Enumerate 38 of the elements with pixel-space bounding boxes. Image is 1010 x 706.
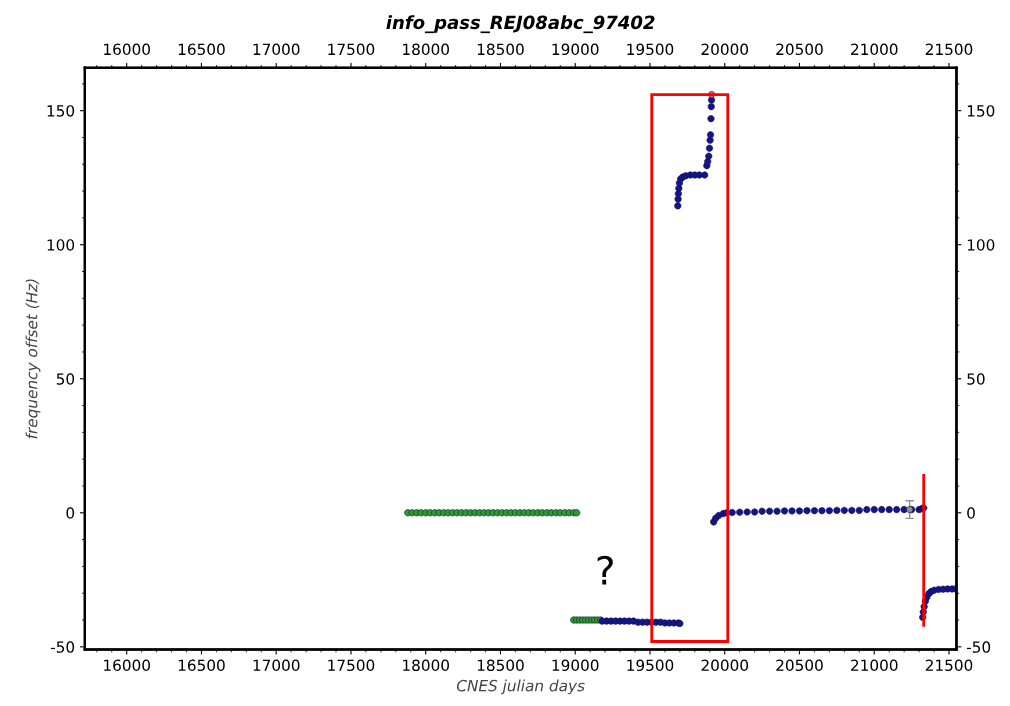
y-tick-label: 100 xyxy=(47,239,75,251)
x2-tick-label: 19500 xyxy=(627,43,674,56)
x-tick-label: 17000 xyxy=(253,659,300,672)
x-tick-label: 21000 xyxy=(851,659,898,672)
y2-tick-label: 150 xyxy=(967,105,995,117)
x2-tick-label: 16000 xyxy=(104,43,150,56)
x2-tick-label: 21000 xyxy=(851,43,898,56)
x-tick-label: 21500 xyxy=(925,659,973,672)
x-tick-label: 16500 xyxy=(178,659,225,672)
x2-tick-label: 16500 xyxy=(178,43,225,56)
x2-tick-label: 18500 xyxy=(477,43,524,56)
x2-tick-label: 20500 xyxy=(776,43,823,56)
x-tick-label: 20500 xyxy=(776,659,823,672)
x2-tick-label: 21500 xyxy=(925,43,973,56)
x-tick-label: 17500 xyxy=(328,659,375,672)
x2-tick-label: 20000 xyxy=(701,43,749,56)
y-tick-label: 150 xyxy=(47,105,75,117)
x2-tick-label: 17000 xyxy=(253,43,300,56)
x-tick-label: 18500 xyxy=(477,659,524,672)
y-tick-label: -50 xyxy=(50,641,75,653)
x2-tick-label: 19000 xyxy=(552,43,599,56)
x-tick-label: 19000 xyxy=(552,659,599,672)
annotation: ? xyxy=(597,555,613,585)
x-tick-label: 16000 xyxy=(104,659,150,672)
y2-tick-label: 50 xyxy=(967,373,985,385)
x2-tick-label: 18000 xyxy=(403,43,449,56)
y2-tick-label: -50 xyxy=(966,641,991,653)
y-axis-title: frequency offset (Hz) xyxy=(25,279,41,439)
x-axis-title: CNES julian days xyxy=(456,679,585,695)
y-tick-label: 0 xyxy=(66,507,75,519)
y2-tick-label: 0 xyxy=(967,507,975,519)
chart-title: info_pass_REJ08abc_97402 xyxy=(386,15,655,34)
y-tick-label: 50 xyxy=(56,373,75,385)
x-tick-label: 19500 xyxy=(627,659,674,672)
x-tick-label: 20000 xyxy=(701,659,749,672)
x2-tick-label: 17500 xyxy=(328,43,375,56)
y2-tick-label: 100 xyxy=(967,239,995,251)
x-tick-label: 18000 xyxy=(403,659,449,672)
